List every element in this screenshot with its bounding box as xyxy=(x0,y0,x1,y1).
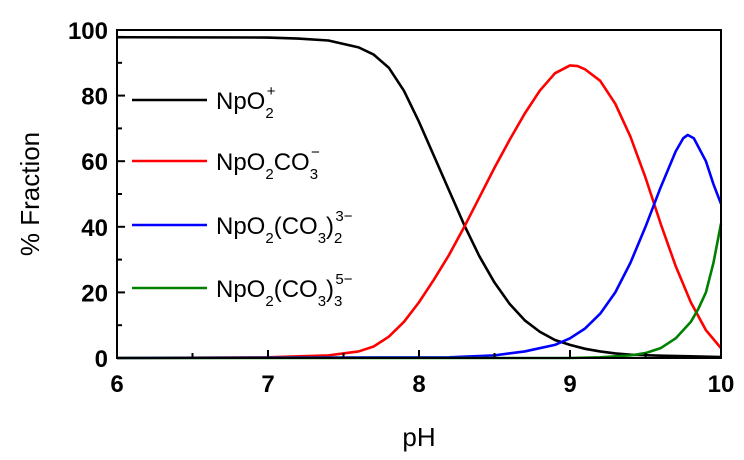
y-tick-label: 80 xyxy=(81,84,108,111)
legend-label-part: NpO xyxy=(216,149,265,176)
legend-label-part: 2 xyxy=(265,293,273,310)
x-tick-label: 10 xyxy=(708,371,735,398)
legend-label-part: CO xyxy=(274,149,310,176)
legend-label-1: NpO2CO3 − xyxy=(216,144,320,183)
legend-label-part: 2 xyxy=(334,230,342,247)
legend-label-part: 5− xyxy=(335,271,352,288)
y-axis-title: % Fraction xyxy=(15,132,45,256)
x-axis-title: pH xyxy=(402,422,435,452)
legend: NpO2+NpO2CO3−NpO2(CO3)23−NpO2(CO3)35− xyxy=(132,83,353,310)
legend-label-part: 3 xyxy=(318,293,326,310)
legend-label-part: 2 xyxy=(265,105,273,122)
legend-label-part: ) xyxy=(326,276,334,303)
legend-label-3: NpO2(CO3)35− xyxy=(216,271,353,310)
y-tick-label: 60 xyxy=(81,149,108,176)
legend-label-part: 3 xyxy=(334,293,342,310)
series-line-2 xyxy=(116,133,723,360)
plot-frame xyxy=(116,29,722,359)
legend-label-part: 3 xyxy=(318,230,326,247)
legend-label-part: (CO xyxy=(274,213,318,240)
series-layer xyxy=(116,35,723,360)
legend-label-part: NpO xyxy=(216,88,265,115)
series-line-3 xyxy=(117,223,723,360)
legend-label-part: ) xyxy=(326,213,334,240)
x-tick-label: 9 xyxy=(563,371,576,398)
legend-label-part: 2 xyxy=(265,230,273,247)
legend-label-part: + xyxy=(267,83,276,100)
legend-label-part: NpO xyxy=(216,276,265,303)
legend-label-part: 3 xyxy=(310,166,318,183)
legend-label-part: 3− xyxy=(335,208,352,225)
x-tick-label: 7 xyxy=(261,371,274,398)
x-tick-label: 8 xyxy=(412,371,425,398)
y-tick-label: 40 xyxy=(81,215,108,242)
legend-label-part: 2 xyxy=(265,166,273,183)
legend-label-2: NpO2(CO3)23− xyxy=(216,208,353,247)
y-tick-label: 100 xyxy=(68,18,108,45)
series-line-0 xyxy=(116,35,722,359)
legend-label-0: NpO2 + xyxy=(216,83,276,122)
legend-label-part: (CO xyxy=(274,276,318,303)
legend-label-part: NpO xyxy=(216,213,265,240)
y-tick-label: 20 xyxy=(81,280,108,307)
y-tick-label: 0 xyxy=(95,346,108,373)
x-tick-label: 6 xyxy=(110,371,123,398)
series-line-1 xyxy=(116,64,722,360)
legend-label-part: − xyxy=(311,144,320,161)
